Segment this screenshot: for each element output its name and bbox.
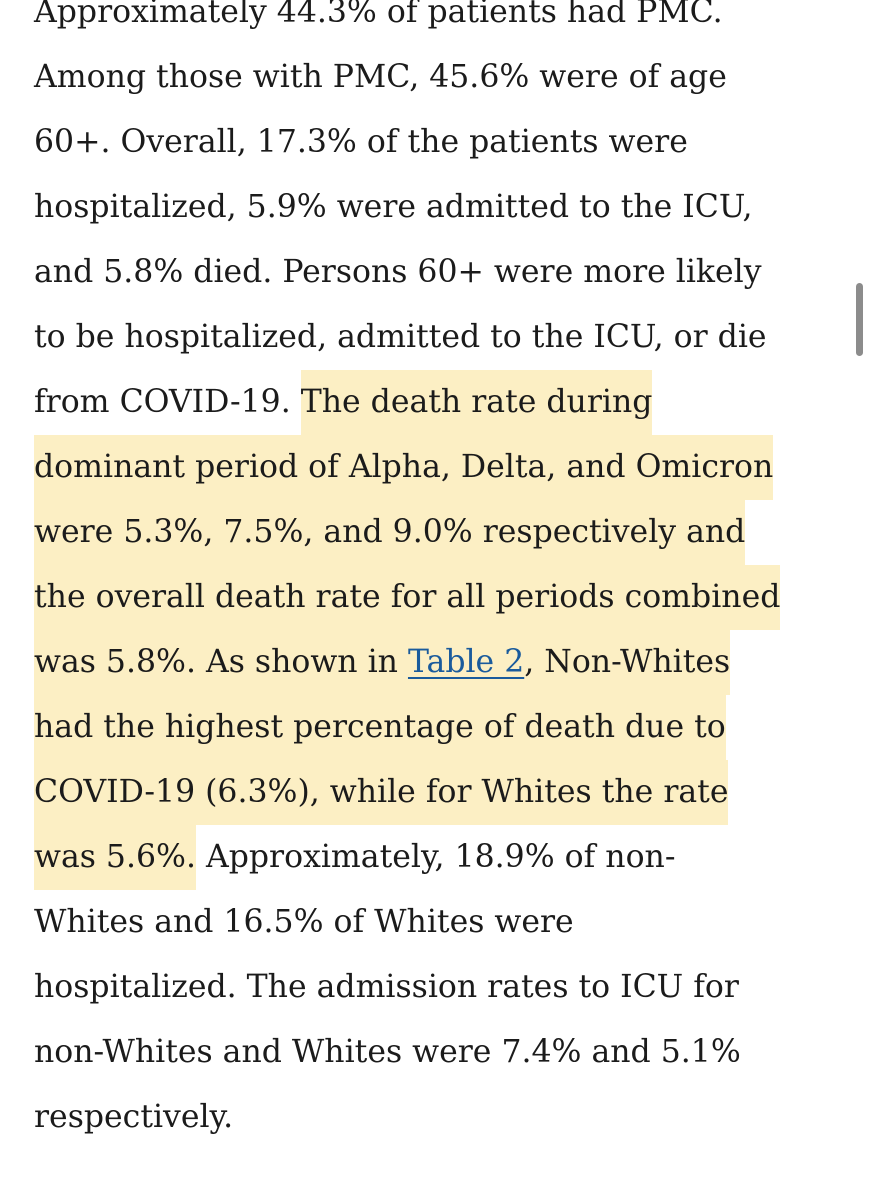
paragraph-line: COVID-19 (6.3%), while for Whites the ra… <box>34 760 834 825</box>
text-segment: to be hospitalized, admitted to the ICU,… <box>34 319 767 355</box>
highlighted-text: the overall death rate for all periods c… <box>34 565 781 630</box>
highlighted-text: was 5.6%. <box>34 825 196 890</box>
text-segment: Whites and 16.5% of Whites were <box>34 904 574 940</box>
text-segment: Approximately 44.3% of patients had PMC. <box>34 0 723 30</box>
paragraph-line: the overall death rate for all periods c… <box>34 565 834 630</box>
table-2-link[interactable]: Table 2 <box>407 644 525 680</box>
paragraph-line: was 5.8%. As shown in Table 2, Non-White… <box>34 630 834 695</box>
paragraph-line: non-Whites and Whites were 7.4% and 5.1% <box>34 1020 834 1085</box>
text-segment: 60+. Overall, 17.3% of the patients were <box>34 124 688 160</box>
highlighted-text: was 5.8%. As shown in Table 2, Non-White… <box>34 630 731 695</box>
paragraph-line: from COVID-19. The death rate during <box>34 370 834 435</box>
paragraph-line: and 5.8% died. Persons 60+ were more lik… <box>34 240 834 305</box>
article-paragraph: Approximately 44.3% of patients had PMC.… <box>34 0 834 1150</box>
paragraph-line: were 5.3%, 7.5%, and 9.0% respectively a… <box>34 500 834 565</box>
highlighted-text: were 5.3%, 7.5%, and 9.0% respectively a… <box>34 500 746 565</box>
paragraph-line: respectively. <box>34 1085 834 1150</box>
paragraph-line: to be hospitalized, admitted to the ICU,… <box>34 305 834 370</box>
paragraph-line: Among those with PMC, 45.6% were of age <box>34 45 834 110</box>
paragraph-line: Approximately 44.3% of patients had PMC. <box>34 0 834 45</box>
highlighted-text: had the highest percentage of death due … <box>34 695 726 760</box>
text-segment: non-Whites and Whites were 7.4% and 5.1% <box>34 1034 741 1070</box>
text-segment: hospitalized, 5.9% were admitted to the … <box>34 189 753 225</box>
text-segment: Among those with PMC, 45.6% were of age <box>34 59 727 95</box>
text-segment: was 5.8%. As shown in <box>34 644 408 680</box>
paragraph-line: had the highest percentage of death due … <box>34 695 834 760</box>
paragraph-line: hospitalized, 5.9% were admitted to the … <box>34 175 834 240</box>
paragraph-line: hospitalized. The admission rates to ICU… <box>34 955 834 1020</box>
paragraph-line: was 5.6%. Approximately, 18.9% of non- <box>34 825 834 890</box>
paragraph-line: Whites and 16.5% of Whites were <box>34 890 834 955</box>
text-segment: respectively. <box>34 1099 234 1135</box>
paragraph-line: dominant period of Alpha, Delta, and Omi… <box>34 435 834 500</box>
scrollbar-thumb[interactable] <box>856 283 863 356</box>
highlighted-text: The death rate during <box>300 370 653 435</box>
text-segment: , Non-Whites <box>524 644 731 680</box>
text-segment: hospitalized. The admission rates to ICU… <box>34 969 739 1005</box>
text-segment: from COVID-19. <box>34 384 301 420</box>
text-segment: and 5.8% died. Persons 60+ were more lik… <box>34 254 762 290</box>
highlighted-text: COVID-19 (6.3%), while for Whites the ra… <box>34 760 729 825</box>
paragraph-line: 60+. Overall, 17.3% of the patients were <box>34 110 834 175</box>
highlighted-text: dominant period of Alpha, Delta, and Omi… <box>34 435 774 500</box>
text-segment: Approximately, 18.9% of non- <box>195 839 676 875</box>
